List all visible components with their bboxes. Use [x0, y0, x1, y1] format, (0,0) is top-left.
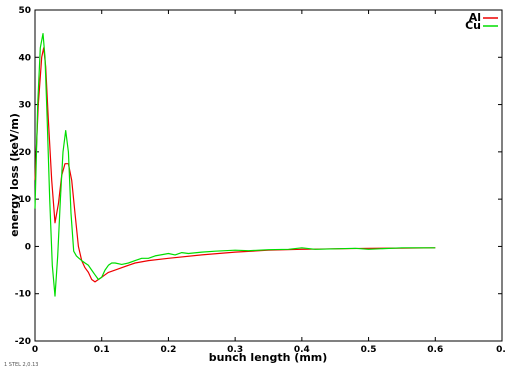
series-line-cu [34, 32, 436, 297]
legend-label-al: Al [469, 11, 481, 24]
series-lines [34, 32, 436, 297]
y-tick-label: 20 [18, 148, 31, 158]
plot-frame-group [34, 9, 503, 342]
footer-caption: 1 STEL 2,0.13 [4, 362, 38, 368]
y-tick-label: 30 [18, 101, 31, 111]
y-tick-label: -20 [15, 337, 31, 347]
x-tick-label: 0.3 [227, 345, 243, 355]
plot-frame [34, 9, 503, 342]
y-tick-label: 0 [25, 242, 31, 252]
x-axis-ticks: 0 0.1 0.2 0.3 0.4 0.5 0.6 0. [32, 10, 506, 355]
x-tick-label: 0.1 [94, 345, 110, 355]
legend-label-cu: Cu [465, 19, 481, 32]
x-tick-label: 0.5 [361, 345, 377, 355]
x-tick-label: 0.4 [294, 345, 310, 355]
x-tick-label: 0.6 [427, 345, 443, 355]
y-axis-label: energy loss (keV/m) [8, 113, 21, 237]
y-tick-label: -10 [15, 290, 31, 300]
x-tick-label: 0. [496, 345, 506, 355]
x-tick-label: 0 [32, 345, 38, 355]
y-tick-label: 50 [18, 6, 31, 16]
x-tick-label: 0.2 [160, 345, 176, 355]
series-line-al [34, 47, 436, 283]
x-axis-label: bunch length (mm) [209, 351, 328, 364]
y-tick-label: 10 [18, 195, 31, 205]
y-tick-label: 40 [18, 53, 31, 63]
